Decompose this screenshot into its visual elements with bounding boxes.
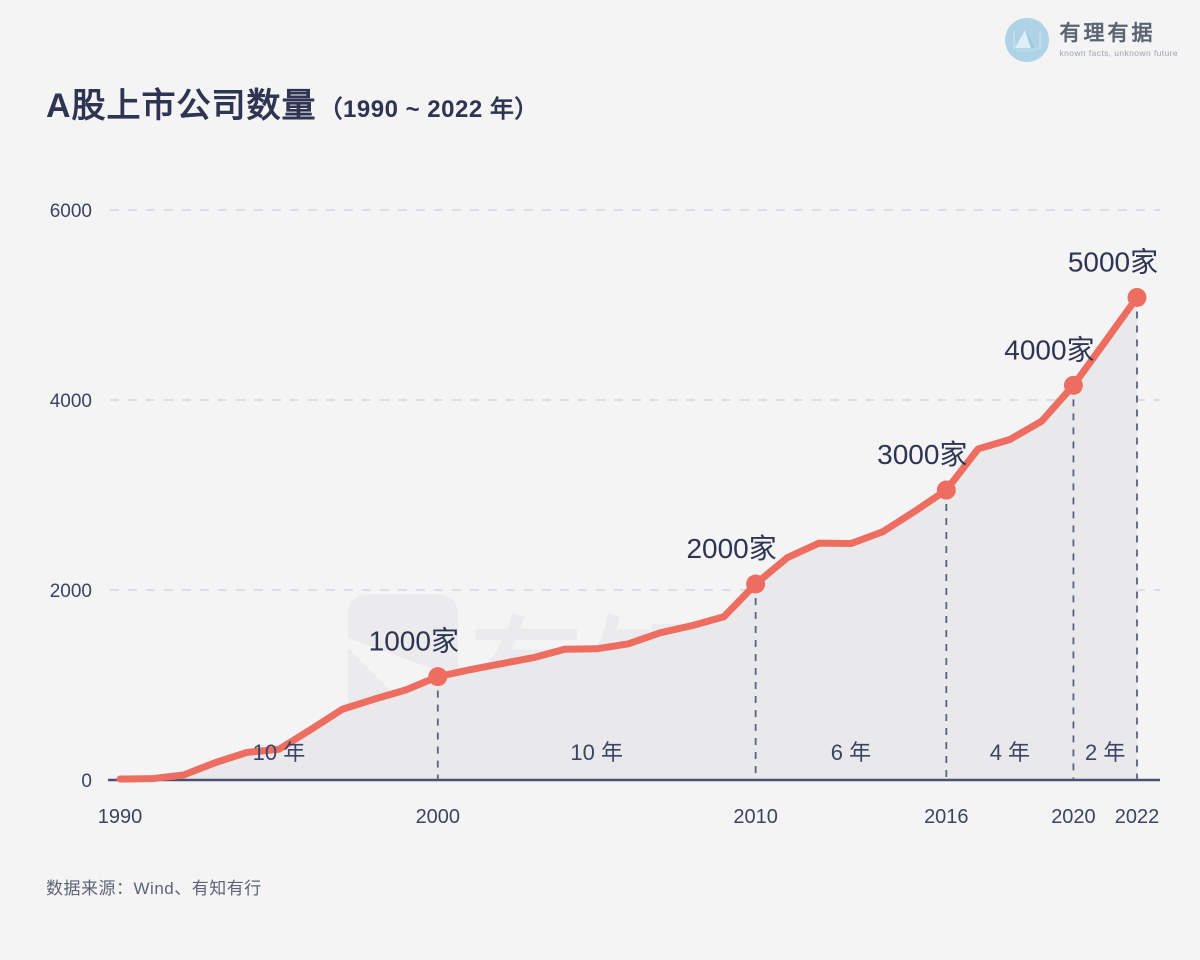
page-title: A股上市公司数量 （1990 ~ 2022 年） <box>46 78 539 127</box>
data-point-label: 4000家 <box>1004 334 1094 365</box>
data-point <box>936 480 956 500</box>
brand-logo: 有理有据 known facts, unknown future <box>1005 18 1178 62</box>
span-duration-label: 4 年 <box>990 740 1030 765</box>
marker-dots <box>428 287 1147 687</box>
data-point-label: 1000家 <box>369 626 459 657</box>
data-point <box>1127 287 1147 307</box>
area-fill <box>120 297 1137 780</box>
span-duration-label: 10 年 <box>253 740 306 765</box>
brand-tagline: known facts, unknown future <box>1059 48 1178 59</box>
span-duration-label: 10 年 <box>570 740 623 765</box>
data-point-label: 2000家 <box>686 533 776 564</box>
title-subtitle: （1990 ~ 2022 年） <box>318 96 539 123</box>
y-tick-label: 6000 <box>50 201 92 222</box>
x-tick-label: 2016 <box>924 806 969 828</box>
span-duration-label: 6 年 <box>831 740 871 765</box>
data-point <box>1063 375 1083 395</box>
mountain-chart-icon <box>1005 18 1050 62</box>
data-line <box>116 294 1141 783</box>
gridlines <box>110 209 1160 591</box>
data-point <box>428 667 448 687</box>
x-tick-label: 2000 <box>416 806 461 828</box>
x-tick-label: 2022 <box>1115 806 1160 828</box>
brand-name: 有理有据 <box>1059 21 1156 45</box>
data-point-label: 3000家 <box>877 439 967 470</box>
x-tick-label: 1990 <box>98 806 143 828</box>
brand-text-block: 有理有据 known facts, unknown future <box>1059 22 1178 58</box>
span-duration-label: 2 年 <box>1085 740 1125 765</box>
marker-labels: 1000家 2000家 3000家 4000家 5000家 <box>369 246 1158 656</box>
x-axis-labels: 1990 2000 2010 2016 2020 2022 <box>98 806 1160 828</box>
x-tick-label: 2010 <box>733 806 778 828</box>
span-labels: 10 年 10 年 6 年 4 年 2 年 <box>253 740 1126 765</box>
y-tick-label: 4000 <box>50 391 92 412</box>
marker-drop-lines <box>436 297 1138 780</box>
y-tick-label: 2000 <box>50 581 92 602</box>
data-point <box>746 574 766 594</box>
y-axis-labels: 0 2000 4000 6000 <box>50 201 92 792</box>
y-tick-label: 0 <box>81 771 92 792</box>
data-source-note: 数据来源：Wind、有知有行 <box>46 879 262 898</box>
title-main: A股上市公司数量 <box>46 87 317 125</box>
data-point-label: 5000家 <box>1068 246 1158 277</box>
x-tick-label: 2020 <box>1051 806 1096 828</box>
